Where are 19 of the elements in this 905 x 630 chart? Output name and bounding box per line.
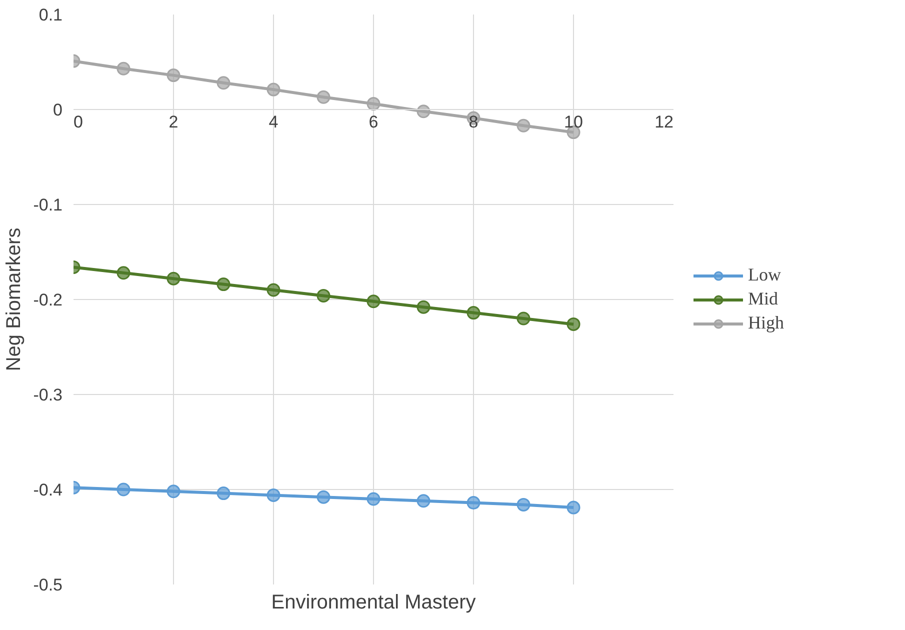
x-tick-label: 12 [654, 112, 674, 132]
y-tick-label: -0.1 [33, 196, 63, 214]
y-tick-label: -0.2 [33, 290, 63, 310]
x-tick-label: 10 [564, 112, 583, 132]
y-tick-label: -0.3 [33, 386, 63, 404]
y-tick-label: -0.5 [33, 576, 63, 594]
x-tick-label: 2 [168, 112, 178, 132]
x-tick-label: 4 [268, 112, 278, 132]
legend-label: Mid [748, 288, 778, 310]
y-tick-label: 0 [53, 100, 63, 120]
x-tick-label: 6 [368, 112, 378, 132]
x-tick-label: 8 [468, 112, 478, 132]
y-tick-label: -0.4 [33, 480, 63, 500]
x-tick-label: 0 [74, 112, 83, 132]
y-axis-title: Neg Biomarkers [3, 228, 26, 372]
legend-label: Low [748, 264, 781, 286]
legend-label: High [748, 312, 784, 334]
x-axis-title: Environmental Mastery [271, 592, 476, 614]
y-tick-label: 0.1 [38, 6, 63, 24]
